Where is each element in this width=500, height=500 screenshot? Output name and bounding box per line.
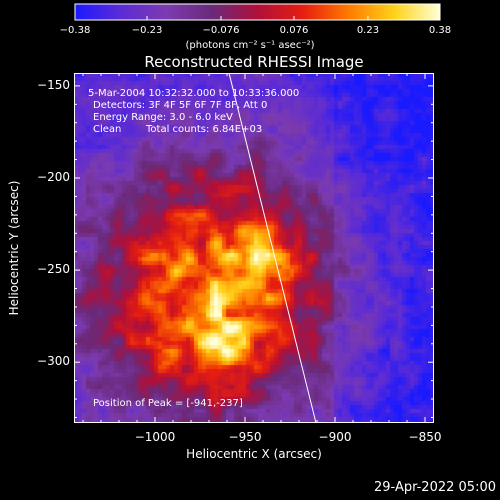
colorbar-tick-label: −0.23 (132, 25, 163, 36)
colorbar-tick-label: 0.38 (429, 25, 451, 36)
y-ticks (74, 85, 434, 418)
colorbar-tick-label: 0.23 (357, 25, 379, 36)
colorbar: −0.38 −0.23 −0.076 0.076 0.23 0.38 (60, 3, 451, 36)
x-tick-label: −900 (318, 430, 352, 444)
annotation-peak-position: Position of Peak = [-941,-237] (93, 398, 243, 409)
colorbar-ticks: −0.38 −0.23 −0.076 0.076 0.23 0.38 (60, 16, 451, 36)
y-axis-label: Heliocentric Y (arcsec) (7, 180, 21, 316)
x-tick-label: −950 (228, 430, 262, 444)
y-tick-label: −200 (37, 170, 70, 184)
y-tick-label: −150 (37, 77, 70, 92)
colorbar-tick-label: −0.076 (202, 25, 239, 36)
x-tick-label: −1000 (134, 430, 176, 444)
colorbar-units: (photons cm⁻² s⁻¹ asec⁻²) (185, 40, 315, 51)
colorbar-tick-label: 0.076 (280, 25, 309, 36)
annotation-clean-label: Clean (93, 124, 122, 135)
plot-frame: 5-Mar-2004 10:32:32.000 to 10:33:36.000 … (74, 73, 434, 423)
annotation-time-range: 5-Mar-2004 10:32:32.000 to 10:33:36.000 (88, 88, 300, 99)
y-tick-label: −300 (37, 354, 70, 369)
annotation-energy-range: Energy Range: 3.0 - 6.0 keV (93, 112, 233, 123)
y-tick-label: −250 (37, 262, 70, 277)
x-tick-label: −850 (408, 430, 442, 444)
x-ticks (82, 73, 426, 423)
colorbar-tick-label: −0.38 (60, 25, 91, 36)
colorbar-bar (74, 3, 441, 21)
annotation-detectors: Detectors: 3F 4F 5F 6F 7F 8F, Att 0 (93, 100, 268, 111)
plot-border (74, 73, 434, 423)
plot-overlay (74, 73, 434, 423)
heatmap-image (74, 73, 434, 423)
chart-title: Reconstructed RHESSI Image (144, 53, 364, 71)
x-axis-label: Heliocentric X (arcsec) (186, 447, 322, 461)
footer-timestamp: 29-Apr-2022 05:00 (374, 480, 496, 495)
solar-limb-line (228, 73, 317, 423)
annotation-total-counts: Total counts: 6.84E+03 (146, 124, 263, 135)
